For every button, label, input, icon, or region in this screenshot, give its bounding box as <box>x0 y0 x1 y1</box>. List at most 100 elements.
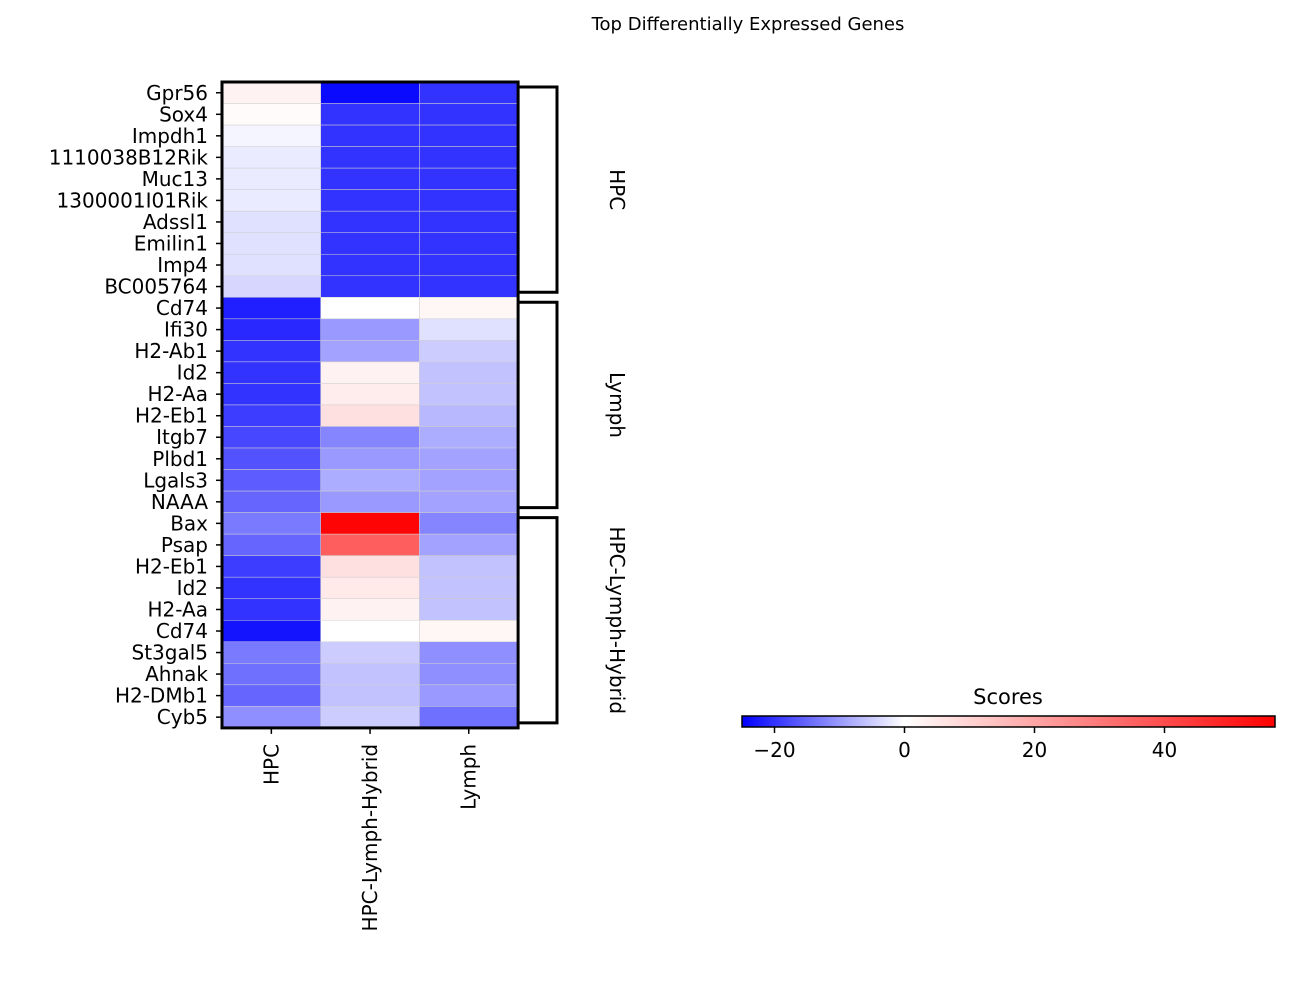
row-label: Imp4 <box>157 253 208 277</box>
row-label: H2-Aa <box>148 597 208 621</box>
heatmap-cell <box>221 189 321 212</box>
row-label: Cd74 <box>156 296 208 320</box>
heatmap-cell <box>320 404 420 427</box>
heatmap-cell <box>320 533 420 556</box>
heatmap-cell <box>221 598 321 621</box>
row-label: NAAA <box>151 490 208 514</box>
heatmap-cell <box>221 167 321 190</box>
heatmap-cell <box>320 706 420 729</box>
row-label: 1300001I01Rik <box>57 188 209 212</box>
row-label: H2-DMb1 <box>115 684 208 708</box>
heatmap-cell <box>320 167 420 190</box>
heatmap-cell <box>419 490 519 513</box>
heatmap-cell <box>419 232 519 255</box>
heatmap-cell <box>419 447 519 470</box>
heatmap-cell <box>221 469 321 492</box>
heatmap-cell <box>221 361 321 384</box>
heatmap-cell <box>320 490 420 513</box>
row-label: Impdh1 <box>132 124 208 148</box>
row-label: H2-Eb1 <box>135 554 208 578</box>
heatmap-cell <box>419 81 519 104</box>
heatmap-cell <box>320 275 420 298</box>
heatmap-cell <box>419 620 519 643</box>
heatmap-cell <box>320 426 420 449</box>
row-label: Muc13 <box>142 167 208 191</box>
heatmap-cell <box>419 404 519 427</box>
row-label: Id2 <box>177 576 208 600</box>
heatmap-cell <box>419 469 519 492</box>
colorbar: −20 0 20 40 <box>741 715 1276 762</box>
row-label: H2-Aa <box>148 382 208 406</box>
heatmap-cell <box>419 146 519 169</box>
heatmap-cell <box>221 340 321 363</box>
heatmap-cell <box>221 210 321 233</box>
group-label: HPC-Lymph-Hybrid <box>605 526 629 714</box>
row-labels: Gpr56Sox4Impdh11110038B12RikMuc131300001… <box>49 81 222 729</box>
heatmap-cell <box>221 663 321 686</box>
heatmap-cell <box>419 555 519 578</box>
heatmap-cell <box>320 641 420 664</box>
heatmap-cell <box>221 232 321 255</box>
row-label: Sox4 <box>159 102 208 126</box>
heatmap-cell <box>320 383 420 406</box>
row-label: Bax <box>170 511 208 535</box>
group-bracket <box>518 300 559 510</box>
heatmap-cell <box>221 576 321 599</box>
heatmap-cell <box>320 318 420 341</box>
heatmap-cell <box>320 361 420 384</box>
heatmap-cell <box>320 189 420 212</box>
heatmap-cell <box>320 253 420 277</box>
heatmap-cell <box>419 210 519 233</box>
row-label: H2-Eb1 <box>135 404 208 428</box>
heatmap-cell <box>221 641 321 664</box>
row-label: BC005764 <box>104 275 208 299</box>
row-label: Ahnak <box>145 662 208 686</box>
heatmap-cell <box>419 641 519 664</box>
column-label: Lymph <box>457 744 481 810</box>
heatmap-cell <box>320 512 420 535</box>
heatmap-cell <box>320 340 420 363</box>
heatmap-cell <box>221 706 321 729</box>
heatmap-cell <box>419 706 519 729</box>
heatmap-cell <box>419 167 519 190</box>
colorbar-tick-label: 0 <box>898 738 911 762</box>
heatmap-cells <box>220 80 520 730</box>
heatmap-cell <box>320 684 420 707</box>
group-bracket <box>518 85 559 294</box>
heatmap-cell <box>221 404 321 427</box>
heatmap-cell <box>419 189 519 212</box>
colorbar-tick-label: 20 <box>1022 738 1047 762</box>
group-label: HPC <box>605 169 629 210</box>
heatmap-cell <box>419 576 519 599</box>
heatmap-cell <box>419 297 519 320</box>
row-label: Itgb7 <box>156 425 208 449</box>
heatmap-cell <box>320 210 420 233</box>
heatmap-cell <box>419 598 519 621</box>
heatmap-cell <box>221 533 321 556</box>
column-label: HPC <box>259 744 283 785</box>
heatmap-cell <box>221 297 321 320</box>
row-label: Plbd1 <box>152 447 208 471</box>
column-labels: HPC HPC-Lymph-Hybrid Lymph <box>259 727 481 932</box>
heatmap-cell <box>320 124 420 147</box>
column-label: HPC-Lymph-Hybrid <box>358 744 382 932</box>
chart-title: Top Differentially Expressed Genes <box>591 14 905 35</box>
row-label: St3gal5 <box>132 641 209 665</box>
row-label: Gpr56 <box>146 81 208 105</box>
heatmap-cell <box>320 555 420 578</box>
row-label: Cd74 <box>156 619 208 643</box>
heatmap-cell <box>419 318 519 341</box>
heatmap-cell <box>419 124 519 147</box>
heatmap-cell <box>221 684 321 707</box>
heatmap-cell <box>320 447 420 470</box>
heatmap-cell <box>419 340 519 363</box>
heatmap-cell <box>320 103 420 126</box>
colorbar-tick-label: 40 <box>1152 738 1177 762</box>
heatmap-cell <box>419 253 519 277</box>
heatmap-cell <box>221 146 321 169</box>
heatmap-cell <box>221 555 321 578</box>
heatmap-cell <box>320 598 420 621</box>
heatmap-cell <box>221 620 321 643</box>
row-label: 1110038B12Rik <box>49 145 209 169</box>
